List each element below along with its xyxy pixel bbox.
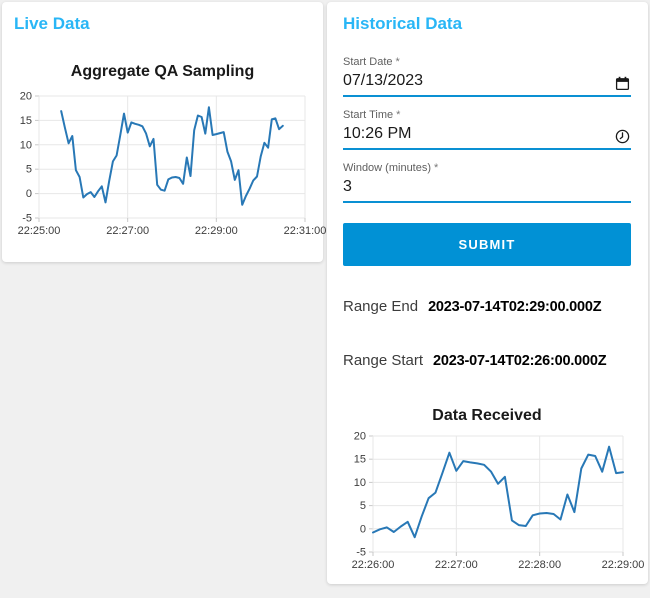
x-tick-label: 22:26:00: [352, 559, 395, 571]
window-minutes-row: [343, 175, 631, 203]
y-tick-label: 5: [26, 164, 32, 176]
x-tick-label: 22:28:00: [518, 559, 561, 571]
range-start-row: Range Start 2023-07-14T02:26:00.000Z: [343, 352, 631, 370]
range-start-label: Range Start: [343, 352, 424, 369]
y-tick-label: 0: [360, 523, 366, 535]
y-tick-label: 15: [20, 115, 32, 127]
live-chart: 20 15 10 5 0 -522:25:00 22:27:00 22:29:00 22:31:…: [18, 91, 327, 238]
x-tick-label: 22:29:00: [602, 559, 645, 571]
submit-button[interactable]: SUBMIT: [343, 223, 631, 266]
y-tick-label: 5: [360, 500, 366, 512]
historical-chart: 20 15 10 5 0 -522:26:00 22:27:00 22:28:00 22:29:…: [352, 431, 645, 572]
range-end-row: Range End 2023-07-14T02:29:00.000Z: [343, 298, 631, 316]
start-date-label: Start Date *: [343, 56, 400, 68]
y-tick-label: 10: [20, 139, 32, 151]
x-tick-label: 22:29:00: [195, 225, 238, 237]
y-tick-label: 10: [354, 477, 366, 489]
clock-icon[interactable]: [613, 125, 631, 143]
window-minutes-field: Window (minutes) *: [343, 162, 631, 203]
calendar-icon[interactable]: [613, 72, 631, 90]
live-data-heading: Live Data: [14, 14, 90, 33]
live-data-panel: Live Data Aggregate QA Sampling 20 15 10 5 0…: [2, 2, 327, 262]
x-tick-label: 22:25:00: [18, 225, 61, 237]
range-start-value: 2023-07-14T02:26:00.000Z: [433, 353, 607, 369]
start-time-label: Start Time *: [343, 109, 401, 121]
start-time-input[interactable]: [343, 124, 613, 144]
start-time-field: Start Time *: [343, 109, 631, 150]
historical-chart-title: Data Received: [432, 407, 542, 424]
x-tick-label: 22:27:00: [435, 559, 478, 571]
window-minutes-label: Window (minutes) *: [343, 162, 439, 174]
start-date-row: [343, 69, 631, 97]
x-tick-label: 22:31:00: [284, 225, 327, 237]
y-tick-label: 15: [354, 454, 366, 466]
historical-data-panel: Historical Data Start Date* Start Time*: [327, 2, 648, 584]
start-date-field: Start Date *: [343, 56, 631, 97]
required-marker: *: [396, 109, 401, 121]
historical-data-heading: Historical Data: [343, 14, 463, 33]
start-time-row: [343, 122, 631, 150]
y-tick-label: 20: [354, 431, 366, 443]
y-tick-label: -5: [356, 547, 366, 559]
start-date-input[interactable]: [343, 71, 613, 91]
required-marker: *: [434, 162, 439, 174]
range-end-value: 2023-07-14T02:29:00.000Z: [428, 299, 602, 315]
data-series-line: [60, 106, 284, 206]
y-tick-label: 0: [26, 188, 32, 200]
y-tick-label: -5: [22, 213, 32, 225]
y-tick-label: 20: [20, 91, 32, 103]
data-series-line: [372, 445, 624, 539]
range-end-label: Range End: [343, 298, 419, 315]
required-marker: *: [395, 56, 400, 68]
live-chart-title: Aggregate QA Sampling: [70, 63, 255, 80]
window-minutes-input[interactable]: [343, 177, 631, 197]
x-tick-label: 22:27:00: [106, 225, 149, 237]
